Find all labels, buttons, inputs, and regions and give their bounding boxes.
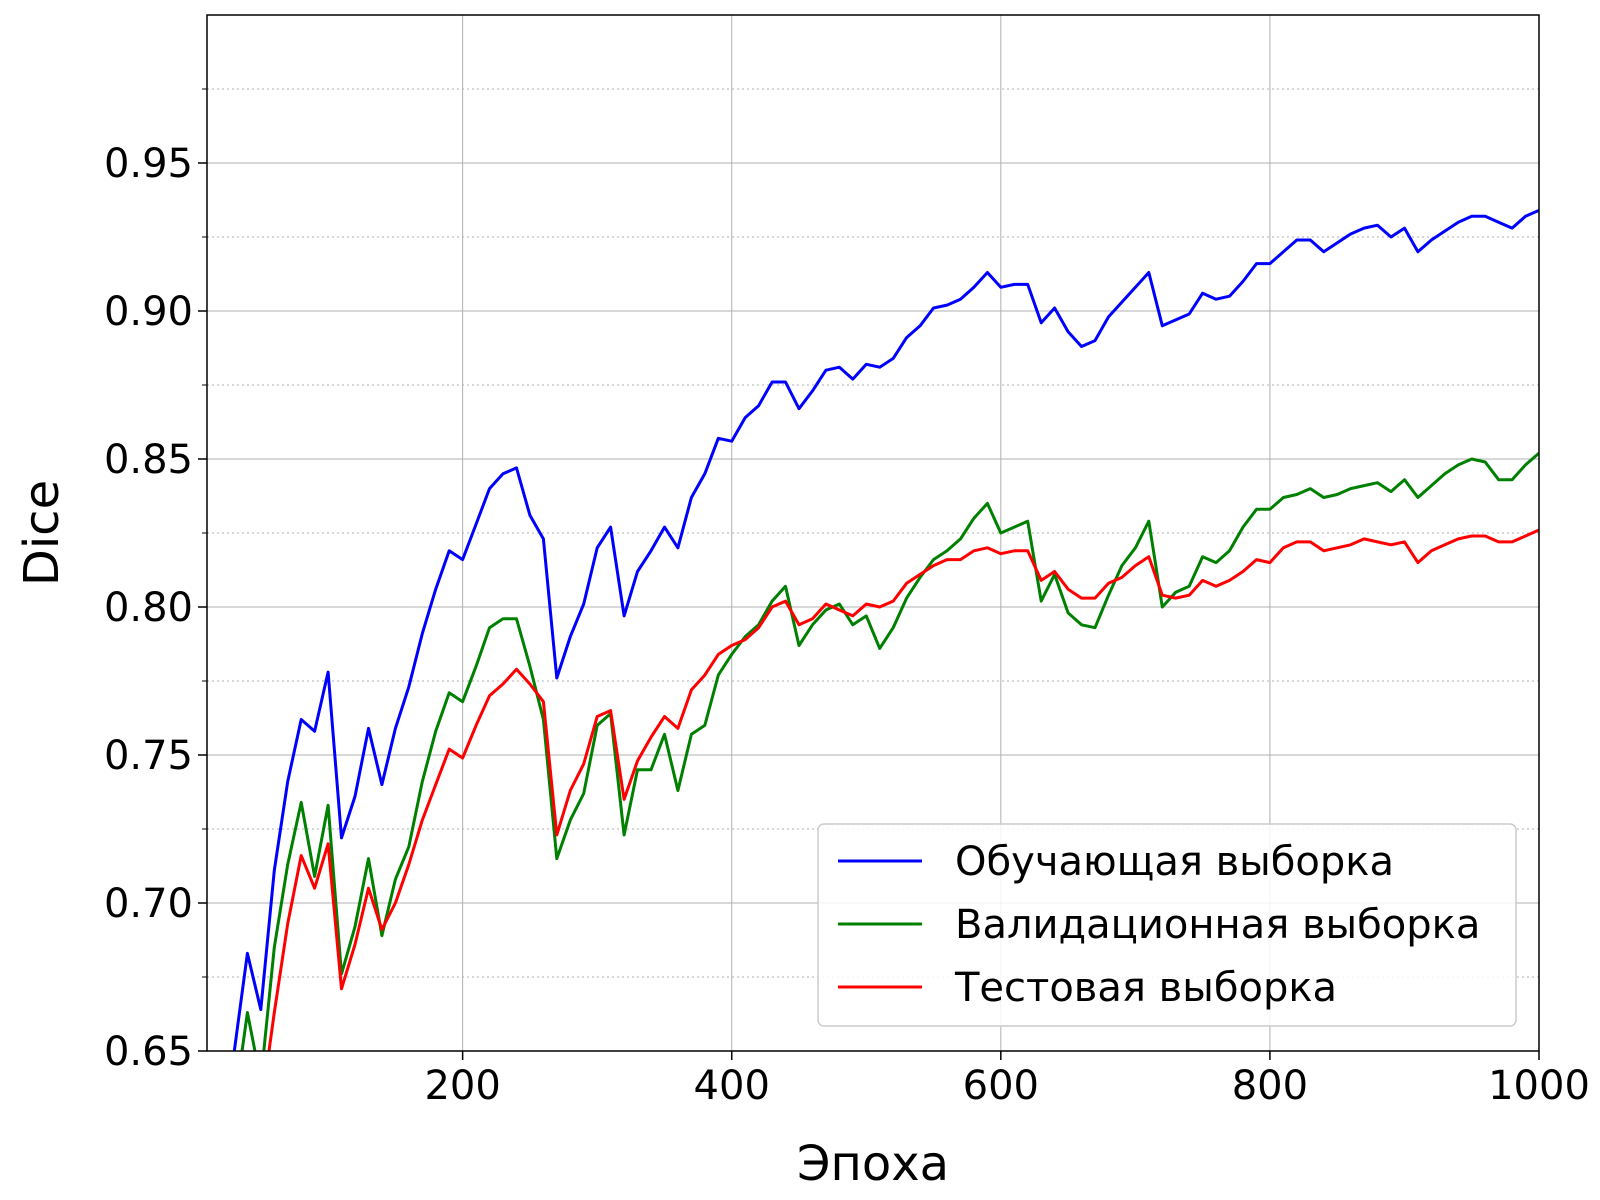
series-line xyxy=(232,209,1539,1051)
y-tick-label: 0.85 xyxy=(104,437,193,483)
x-tick-label: 1000 xyxy=(1488,1063,1590,1109)
plot-frame xyxy=(206,14,1540,1052)
series-line xyxy=(240,451,1539,1051)
x-axis-title: Эпоха xyxy=(797,1136,949,1192)
legend-label: Тестовая выборка xyxy=(954,965,1337,1011)
x-tick-label: 800 xyxy=(1232,1063,1308,1109)
x-tick-label: 400 xyxy=(694,1063,770,1109)
y-tick-label: 0.90 xyxy=(104,289,193,335)
y-axis-title: Dice xyxy=(14,480,70,586)
x-tick-label: 200 xyxy=(424,1063,500,1109)
legend: Обучающая выборка Валидационная выборка Те… xyxy=(817,823,1517,1027)
series-lines xyxy=(232,209,1539,1051)
y-tick-label: 0.95 xyxy=(104,141,193,187)
series-line xyxy=(267,528,1539,1051)
legend-label: Валидационная выборка xyxy=(955,902,1480,948)
x-axis-ticks: 200 400 600 800 1000 xyxy=(424,1051,1590,1109)
legend-label: Обучающая выборка xyxy=(955,839,1394,885)
legend-box xyxy=(817,823,1517,1027)
y-tick-label: 0.80 xyxy=(104,585,193,631)
y-tick-label: 0.75 xyxy=(104,733,193,779)
y-axis-ticks: 0.65 0.70 0.75 0.80 0.85 0.90 0.95 xyxy=(104,141,207,1075)
x-tick-label: 600 xyxy=(963,1063,1039,1109)
y-tick-label: 0.65 xyxy=(104,1029,193,1075)
y-tick-label: 0.70 xyxy=(104,881,193,927)
